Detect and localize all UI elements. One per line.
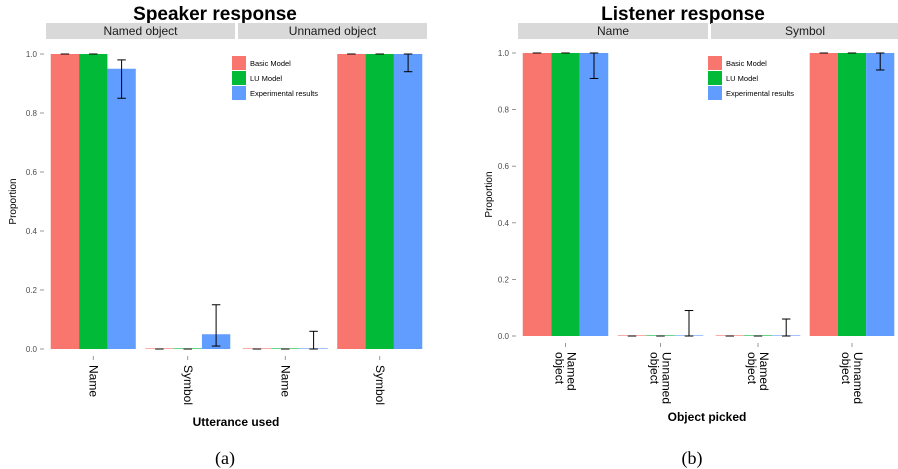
x-tick-label: Namedobject: [553, 352, 579, 391]
x-tick-label-line: Named: [757, 352, 771, 391]
legend-swatch: [232, 71, 246, 85]
figure-caption: (b): [682, 448, 703, 469]
y-tick-label: 0.6: [26, 168, 38, 177]
facet-strip-label: Unnamed object: [289, 24, 377, 38]
x-tick-label: Unnamedobject: [839, 352, 865, 404]
legend-label: Experimental results: [726, 89, 794, 98]
x-axis-title: Object picked: [668, 410, 747, 424]
facet-strip-label: Named object: [103, 24, 178, 38]
y-tick-label: 0.0: [498, 332, 510, 341]
bar: [809, 53, 838, 336]
legend-label: Basic Model: [250, 59, 291, 68]
x-tick-label-line: Unnamed: [660, 352, 674, 404]
facet-strip: [46, 23, 235, 39]
y-tick-label: 1.0: [26, 50, 38, 59]
bar: [522, 53, 552, 336]
bar: [837, 53, 867, 336]
legend-label: LU Model: [726, 74, 758, 83]
legend-swatch: [708, 56, 722, 70]
legend-swatch: [232, 56, 246, 70]
facet-panel: Unnamed object Name Symbol: [238, 23, 427, 405]
x-tick-label: Namedobject: [745, 352, 771, 391]
facet-panel: Named object Name Symbol: [46, 23, 235, 405]
y-tick-label: 0.0: [26, 345, 38, 354]
legend-label: Basic Model: [726, 59, 767, 68]
y-tick-label: 0.8: [26, 109, 38, 118]
bar: [365, 54, 394, 349]
bar: [50, 54, 80, 349]
y-tick-label: 1.0: [498, 49, 510, 58]
x-tick-label-line: object: [839, 352, 853, 385]
y-tick-label: 0.4: [498, 219, 510, 228]
chart-title: Speaker response: [133, 4, 297, 25]
bar: [79, 54, 108, 349]
bar: [393, 54, 423, 349]
legend: Basic Model LU Model Experimental results: [232, 56, 318, 100]
x-tick-label-line: Named: [565, 352, 579, 391]
bar: [579, 53, 609, 336]
facet-strip-label: Symbol: [785, 24, 825, 38]
x-tick-label: Name: [86, 365, 100, 397]
x-tick-label-line: object: [648, 352, 662, 385]
legend-swatch: [232, 86, 246, 100]
bar: [107, 68, 136, 349]
figure-caption: (a): [215, 448, 235, 469]
y-tick-label: 0.8: [498, 106, 510, 115]
x-tick-label-line: object: [553, 352, 567, 385]
facet-strip-label: Name: [597, 24, 629, 38]
legend-swatch: [708, 71, 722, 85]
x-axis-title: Utterance used: [193, 415, 280, 429]
chart-panel-a: Speaker response 0.0 0.2 0.4 0.6 0.8 1.0 Propor…: [8, 4, 427, 469]
legend: Basic Model LU Model Experimental results: [708, 56, 794, 100]
x-tick-label: Name: [278, 365, 292, 397]
x-tick-label-line: Unnamed: [851, 352, 865, 404]
x-tick-label: Unnamedobject: [648, 352, 674, 404]
bar: [551, 53, 580, 336]
chart-title: Listener response: [601, 4, 765, 25]
facet-strip: [711, 23, 898, 39]
chart-panel-b: Listener response 0.0 0.2 0.4 0.6 0.8 1.0 Propo…: [484, 4, 898, 469]
y-tick-label: 0.4: [26, 227, 38, 236]
legend-swatch: [708, 86, 722, 100]
legend-label: Experimental results: [250, 89, 318, 98]
facet-strip: [238, 23, 427, 39]
facet-strip: [518, 23, 708, 39]
y-tick-label: 0.6: [498, 162, 510, 171]
x-tick-label: Symbol: [181, 365, 195, 405]
x-tick-label-line: object: [745, 352, 759, 385]
y-tick-label: 0.2: [498, 275, 510, 284]
legend-label: LU Model: [250, 74, 282, 83]
bar: [866, 53, 895, 336]
x-tick-label: Symbol: [373, 365, 387, 405]
y-axis-title: Proportion: [484, 171, 495, 217]
y-axis-title: Proportion: [8, 178, 19, 224]
y-tick-label: 0.2: [26, 286, 38, 295]
bar: [337, 54, 366, 349]
